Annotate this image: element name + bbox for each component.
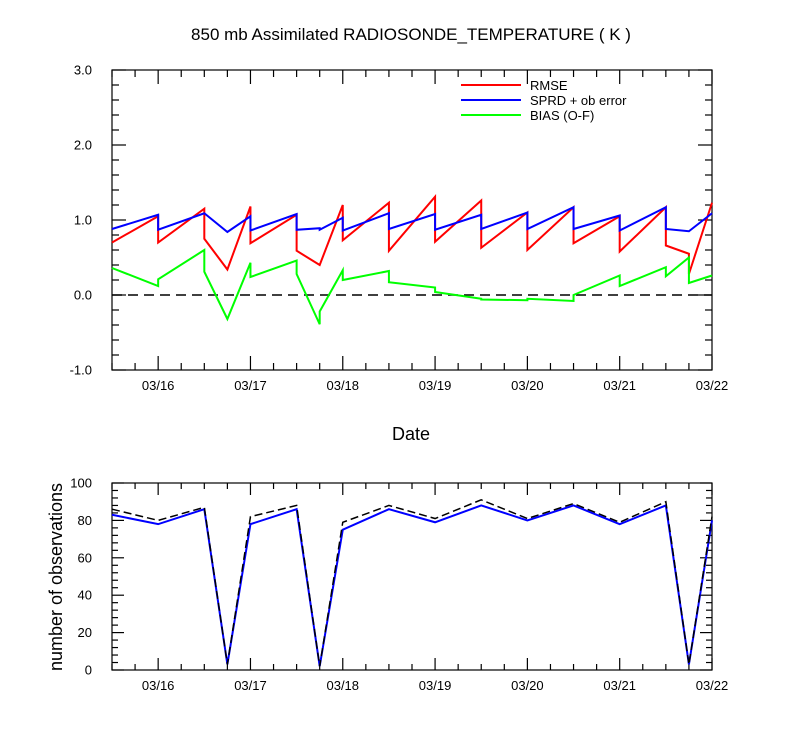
top-series-line-bias-o-f <box>111 248 713 325</box>
top-series-line-sprd-ob-error <box>111 205 713 234</box>
legend-label: RMSE <box>530 78 568 93</box>
top-x-axis: 03/16 03/17 03/18 03/19 03/20 03/21 03/22 <box>111 70 729 393</box>
top-y-axis: -1.0 0.0 1.0 2.0 3.0 <box>70 63 712 378</box>
bottom-x-tick-label: 03/17 <box>234 678 267 693</box>
top-y-tick-label: 0.0 <box>74 288 92 303</box>
bottom-y-tick-label: 80 <box>78 513 92 528</box>
y-axis-label: number of observations <box>46 483 66 671</box>
bottom-y-tick-label: 40 <box>78 588 92 603</box>
bottom-y-axis: 0 20 40 60 80 100 <box>70 476 712 678</box>
top-y-tick-label: -1.0 <box>70 363 92 378</box>
bottom-x-tick-label: 03/20 <box>511 678 544 693</box>
top-panel: 850 mb Assimilated RADIOSONDE_TEMPERATUR… <box>70 25 729 444</box>
top-series-line-rmse <box>111 194 713 275</box>
top-plot-frame <box>111 69 713 371</box>
top-x-tick-label: 03/18 <box>326 378 359 393</box>
top-series-group <box>111 194 713 325</box>
top-x-tick-label: 03/17 <box>234 378 267 393</box>
bottom-series-line-assimilated-observations <box>111 504 713 667</box>
bottom-y-tick-label: 20 <box>78 625 92 640</box>
legend-label: SPRD + ob error <box>530 93 627 108</box>
bottom-panel: 03/16 03/17 03/18 03/19 03/20 03/21 03/22 0 20 4… <box>46 476 728 694</box>
top-x-tick-label: 03/19 <box>419 378 452 393</box>
bottom-series-line-available-observations <box>111 499 713 667</box>
top-y-tick-label: 2.0 <box>74 138 92 153</box>
bottom-x-tick-label: 03/18 <box>326 678 359 693</box>
bottom-y-tick-label: 100 <box>70 476 92 491</box>
bottom-plot-area <box>111 482 713 671</box>
bottom-y-tick-label: 0 <box>85 663 92 678</box>
top-x-tick-label: 03/22 <box>696 378 729 393</box>
top-x-tick-label: 03/21 <box>603 378 636 393</box>
bottom-x-tick-label: 03/21 <box>603 678 636 693</box>
bottom-x-tick-label: 03/16 <box>142 678 175 693</box>
x-axis-label: Date <box>392 424 430 444</box>
top-y-tick-label: 3.0 <box>74 63 92 78</box>
legend-label: BIAS (O-F) <box>530 108 594 123</box>
bottom-x-tick-label: 03/19 <box>419 678 452 693</box>
top-x-tick-label: 03/16 <box>142 378 175 393</box>
bottom-x-axis: 03/16 03/17 03/18 03/19 03/20 03/21 03/22 <box>111 483 729 693</box>
top-x-tick-label: 03/20 <box>511 378 544 393</box>
top-y-tick-label: 1.0 <box>74 213 92 228</box>
chart-title: 850 mb Assimilated RADIOSONDE_TEMPERATUR… <box>191 25 631 44</box>
top-plot-area <box>111 69 713 371</box>
bottom-y-tick-label: 60 <box>78 550 92 565</box>
bottom-x-tick-label: 03/22 <box>696 678 729 693</box>
bottom-series-group <box>111 499 713 667</box>
bottom-plot-frame <box>111 482 713 671</box>
